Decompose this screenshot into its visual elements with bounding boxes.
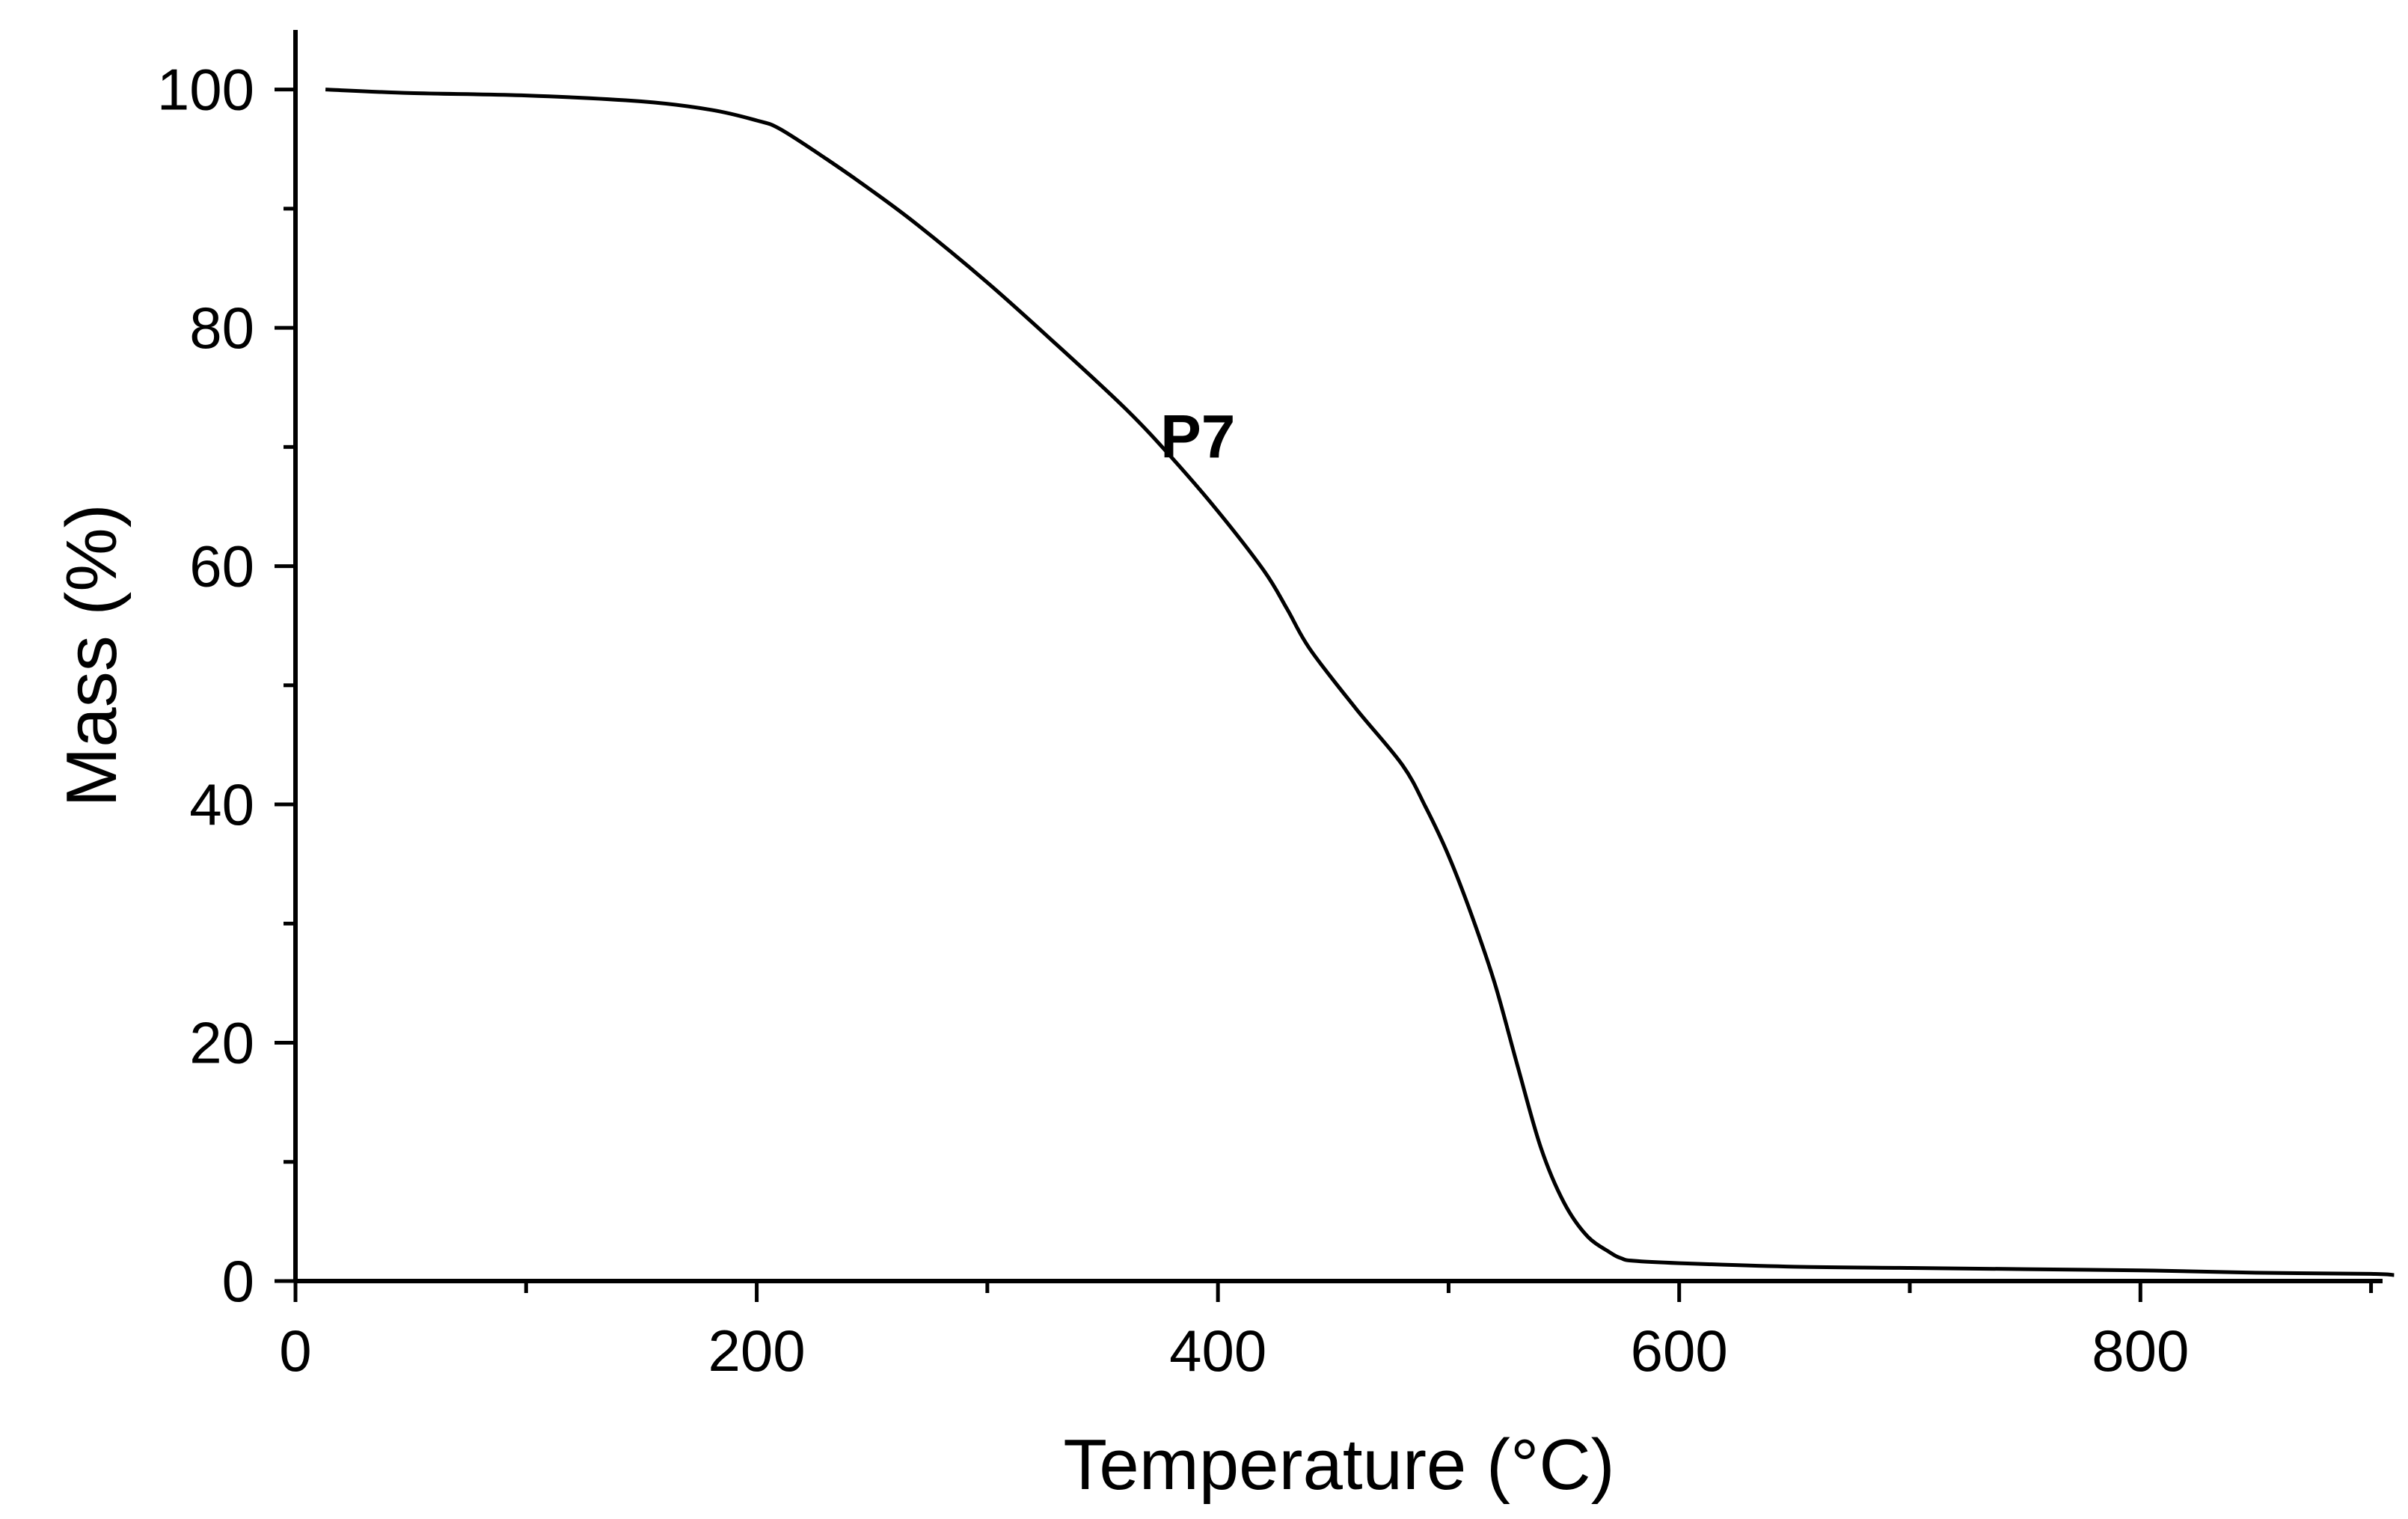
series-layer — [325, 88, 2395, 1277]
y-tick-label: 80 — [189, 295, 254, 361]
y-axis-title: Mass (%) — [52, 504, 132, 807]
y-tick-label: 100 — [157, 57, 254, 123]
y-tick-label: 0 — [222, 1248, 254, 1314]
x-tick-label: 400 — [1169, 1318, 1266, 1384]
series-line — [325, 88, 2395, 1277]
x-tick-label: 800 — [2092, 1318, 2189, 1384]
x-tick-label: 0 — [279, 1318, 311, 1384]
x-tick-label: 600 — [1631, 1318, 1728, 1384]
x-tick-label: 200 — [708, 1318, 806, 1384]
y-tick-label: 20 — [189, 1010, 254, 1076]
axes — [293, 30, 2383, 1283]
y-tick-label: 60 — [189, 534, 254, 599]
x-ticks: 0 200 400 600 800 — [279, 1281, 2374, 1384]
series-annotation-label: P7 — [1160, 403, 1235, 471]
y-tick-label: 40 — [189, 771, 254, 837]
x-axis-title: Temperature (°C) — [1063, 1425, 1614, 1505]
y-ticks: 0 20 40 60 80 100 — [157, 57, 295, 1314]
annotation-layer: P7 — [1160, 403, 1235, 471]
